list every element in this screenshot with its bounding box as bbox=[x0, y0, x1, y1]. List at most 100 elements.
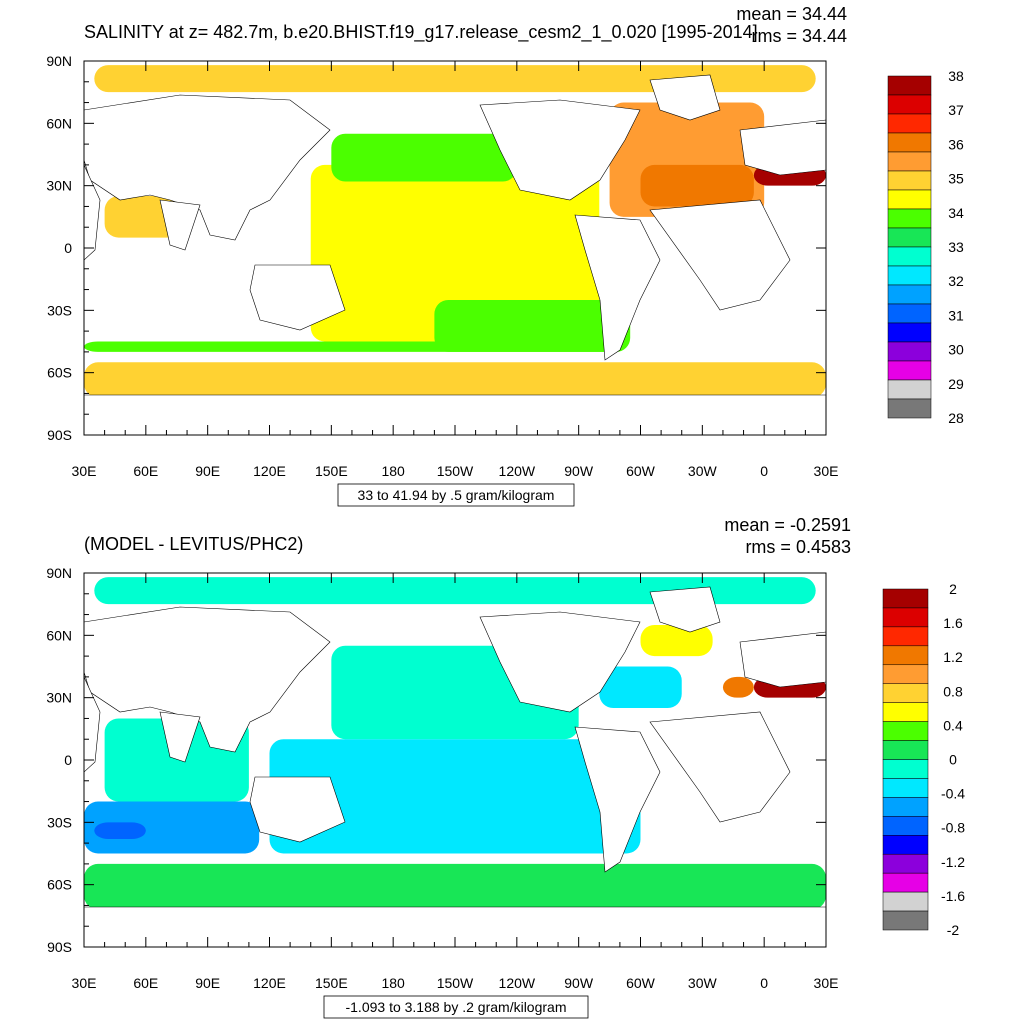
data-region-5 bbox=[94, 822, 146, 839]
land-india bbox=[159, 199, 201, 251]
colorbar-swatch bbox=[887, 151, 932, 172]
data-region-1 bbox=[310, 164, 600, 342]
colorbar-label: -1.2 bbox=[941, 854, 965, 870]
x-tick-label: 120E bbox=[253, 975, 286, 991]
land-mask bbox=[84, 586, 826, 947]
colorbar-swatch bbox=[887, 113, 932, 134]
land-north-america bbox=[479, 611, 641, 713]
land-mask bbox=[84, 74, 826, 435]
x-axis-labels: 30E 60E 90E 120E 150E 180 150W 120W 90W 60W 30W 0 30… bbox=[72, 975, 839, 991]
data-region-2 bbox=[331, 133, 517, 182]
data-region-3 bbox=[434, 299, 631, 352]
units-label: 33 to 41.94 by .5 gram/kilogram bbox=[358, 487, 555, 503]
colorbar-label: 0.4 bbox=[943, 717, 963, 733]
data-region-8 bbox=[722, 676, 754, 698]
colorbar-swatch bbox=[882, 816, 929, 836]
mean-label: mean = -0.2591 bbox=[724, 515, 851, 535]
units-box bbox=[323, 995, 589, 1019]
colorbar-swatch bbox=[882, 872, 929, 893]
colorbar: 38 37 36 35 34 33 32 31 30 29 28 bbox=[887, 68, 964, 426]
y-tick-label: 0 bbox=[64, 240, 72, 256]
x-tick-label: 30W bbox=[688, 463, 718, 479]
colorbar-label: 30 bbox=[948, 342, 964, 358]
colorbar-label: 1.6 bbox=[943, 615, 963, 631]
colorbar-swatch bbox=[882, 891, 929, 912]
data-region-2 bbox=[269, 739, 641, 854]
colorbar-label: 38 bbox=[948, 68, 964, 84]
colorbar-label: 0 bbox=[949, 752, 957, 768]
colorbar-swatch bbox=[887, 341, 932, 362]
x-tick-label: 120W bbox=[499, 463, 536, 479]
colorbar-swatch bbox=[887, 189, 932, 210]
land-india bbox=[159, 711, 201, 763]
colorbar-label: -1.6 bbox=[941, 888, 965, 904]
colorbar-swatch bbox=[882, 759, 929, 779]
colorbar-swatch bbox=[882, 607, 929, 628]
x-tick-label: 30W bbox=[688, 975, 718, 991]
colorbar-swatch bbox=[882, 740, 929, 760]
x-tick-label: 60W bbox=[626, 975, 656, 991]
colorbar-swatch bbox=[887, 284, 932, 305]
data-region-10 bbox=[599, 666, 682, 709]
land-greenland bbox=[649, 586, 721, 633]
colorbar-swatch bbox=[882, 664, 929, 684]
y-tick-label: 30N bbox=[46, 178, 72, 194]
units-box bbox=[337, 483, 575, 507]
colorbar-swatch bbox=[882, 721, 929, 741]
colorbar-label: 0.8 bbox=[943, 683, 963, 699]
colorbar-swatch bbox=[882, 683, 929, 703]
x-tick-label: 90W bbox=[564, 463, 594, 479]
axis-ticks bbox=[83, 572, 827, 948]
x-tick-label: 60E bbox=[133, 463, 158, 479]
land-africa-east bbox=[649, 199, 791, 311]
y-tick-label: 90S bbox=[47, 939, 72, 955]
colorbar-swatch bbox=[887, 398, 932, 419]
colorbar-swatch bbox=[882, 835, 929, 855]
rms-label: rms = 34.44 bbox=[751, 26, 847, 46]
x-tick-label: 30E bbox=[72, 463, 97, 479]
rms-label: rms = 0.4583 bbox=[745, 537, 851, 557]
land-south-america bbox=[574, 214, 661, 361]
colorbar-swatch bbox=[882, 626, 929, 647]
colorbar-label: 37 bbox=[948, 102, 964, 118]
x-tick-label: 90E bbox=[195, 463, 220, 479]
x-tick-label: 150W bbox=[437, 463, 474, 479]
y-tick-label: 60S bbox=[47, 365, 72, 381]
colorbar-swatch bbox=[882, 910, 929, 931]
y-tick-label: 30S bbox=[47, 302, 72, 318]
y-tick-label: 60S bbox=[47, 877, 72, 893]
map-area bbox=[84, 61, 826, 435]
x-tick-label: 150E bbox=[315, 463, 348, 479]
data-region-0 bbox=[94, 577, 816, 605]
x-tick-label: 150W bbox=[437, 975, 474, 991]
land-north-america bbox=[479, 99, 641, 201]
colorbar-swatch bbox=[887, 75, 932, 96]
y-tick-label: 30S bbox=[47, 814, 72, 830]
colorbar-swatch bbox=[882, 853, 929, 874]
y-tick-label: 60N bbox=[46, 115, 72, 131]
colorbar-swatch bbox=[887, 265, 932, 286]
data-region-6 bbox=[84, 863, 826, 910]
x-tick-label: 90E bbox=[195, 975, 220, 991]
data-region-9 bbox=[84, 362, 826, 398]
data-region-7 bbox=[640, 624, 713, 657]
colorbar-swatch bbox=[887, 94, 932, 115]
chart-title: (MODEL - LEVITUS/PHC2) bbox=[84, 534, 303, 554]
y-tick-label: 60N bbox=[46, 627, 72, 643]
colorbar-swatch bbox=[887, 246, 932, 267]
y-tick-label: 90S bbox=[47, 427, 72, 443]
map-area bbox=[84, 573, 826, 947]
chart-title: SALINITY at z= 482.7m, b.e20.BHIST.f19_g… bbox=[84, 22, 758, 43]
colorbar-swatch bbox=[882, 588, 929, 609]
x-tick-label: 120W bbox=[499, 975, 536, 991]
data-region-5 bbox=[640, 164, 754, 207]
x-tick-label: 180 bbox=[381, 463, 405, 479]
colorbar-swatch bbox=[887, 303, 932, 324]
x-axis-labels: 30E 60E 90E 120E 150E 180 150W 120W 90W 60W 30W 0 30… bbox=[72, 463, 839, 479]
x-tick-label: 60W bbox=[626, 463, 656, 479]
colorbar-label: 32 bbox=[948, 273, 964, 289]
colorbar-swatch bbox=[887, 132, 932, 153]
x-tick-label: 30E bbox=[72, 975, 97, 991]
colorbar-swatch bbox=[887, 227, 932, 248]
